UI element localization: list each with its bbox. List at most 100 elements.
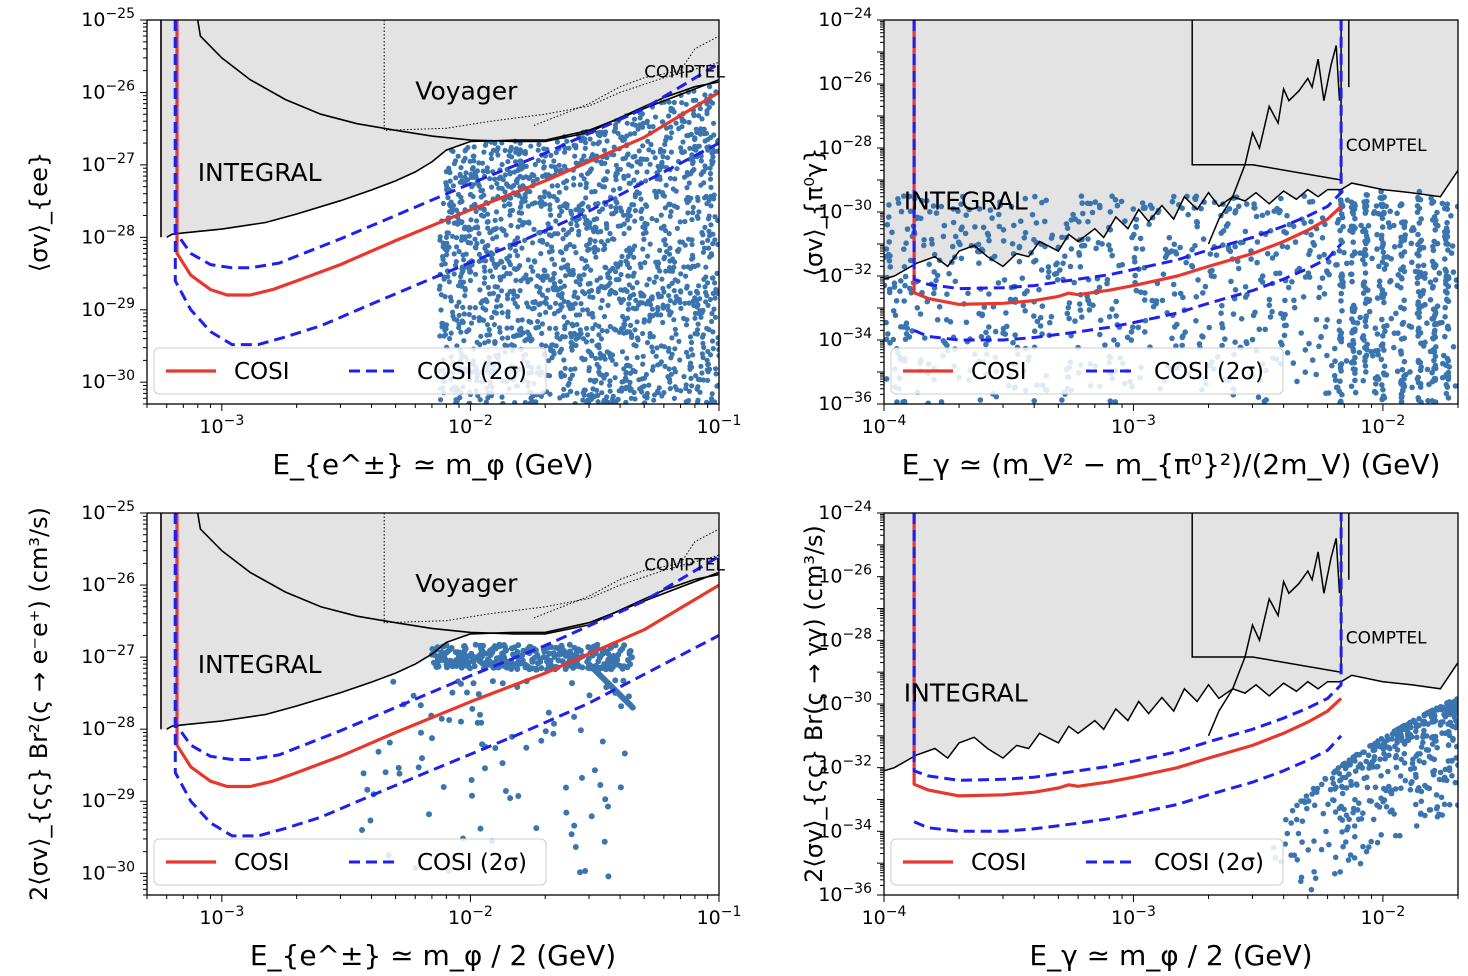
data-point xyxy=(470,153,476,159)
data-point xyxy=(1369,255,1375,262)
data-point xyxy=(587,167,594,173)
data-point xyxy=(1381,254,1387,261)
data-point xyxy=(1340,223,1346,230)
data-point xyxy=(1079,200,1085,206)
data-point xyxy=(1399,738,1406,744)
data-point xyxy=(612,269,619,275)
data-point xyxy=(587,377,593,383)
data-point xyxy=(543,172,549,178)
data-point xyxy=(588,267,594,273)
data-point xyxy=(538,393,544,399)
data-point xyxy=(1316,254,1323,260)
data-point xyxy=(632,153,638,159)
data-point xyxy=(596,332,602,338)
data-point xyxy=(694,386,700,392)
data-point xyxy=(1079,314,1085,320)
data-point xyxy=(1137,235,1144,242)
data-point xyxy=(624,288,630,294)
data-point xyxy=(1354,782,1360,788)
data-point xyxy=(517,288,523,294)
data-point xyxy=(1376,804,1383,810)
data-point xyxy=(686,300,692,306)
data-point xyxy=(708,203,714,209)
data-point xyxy=(545,709,552,716)
data-point xyxy=(415,764,422,771)
data-point xyxy=(599,297,605,303)
data-point xyxy=(1000,227,1007,233)
data-point xyxy=(1332,377,1339,384)
data-point xyxy=(1394,368,1401,375)
data-point xyxy=(1351,328,1358,335)
data-point xyxy=(627,379,633,385)
data-point xyxy=(632,208,639,214)
data-point xyxy=(1251,205,1257,211)
data-point xyxy=(1363,203,1370,209)
data-point xyxy=(464,662,470,669)
data-point xyxy=(682,218,688,225)
data-point xyxy=(1413,801,1419,808)
data-point xyxy=(1193,294,1200,300)
data-point xyxy=(515,658,522,665)
data-point xyxy=(621,750,628,757)
data-point xyxy=(688,346,694,352)
data-point xyxy=(1427,279,1434,286)
data-point xyxy=(1085,218,1091,225)
data-point xyxy=(1309,791,1315,797)
data-point xyxy=(476,658,483,665)
data-point xyxy=(1446,729,1452,735)
data-point xyxy=(1068,217,1075,223)
data-point xyxy=(1333,384,1340,391)
data-point xyxy=(1380,242,1386,248)
data-point xyxy=(1424,320,1430,327)
data-point xyxy=(608,288,614,294)
data-point xyxy=(451,316,457,322)
data-point xyxy=(1414,310,1421,317)
data-point xyxy=(646,382,652,388)
data-point xyxy=(500,177,506,183)
data-point xyxy=(1149,205,1155,211)
data-point xyxy=(638,264,644,270)
data-point xyxy=(1350,239,1356,245)
data-point xyxy=(886,239,892,245)
data-point xyxy=(1451,714,1458,721)
data-point xyxy=(1235,265,1242,272)
data-point xyxy=(1373,764,1380,770)
data-point xyxy=(1302,347,1309,353)
data-point xyxy=(548,347,554,353)
data-point xyxy=(1344,260,1350,267)
data-point xyxy=(701,126,707,132)
data-point xyxy=(1298,330,1304,336)
data-point xyxy=(533,825,540,832)
data-point xyxy=(1236,203,1242,210)
data-point xyxy=(685,354,691,360)
data-point xyxy=(1371,388,1378,395)
data-point xyxy=(984,230,991,237)
data-point xyxy=(1430,199,1437,205)
data-point xyxy=(1445,742,1452,748)
data-point xyxy=(715,382,719,389)
y-tick-label: 10−32 xyxy=(818,262,872,287)
data-point xyxy=(1379,201,1386,208)
data-point xyxy=(619,665,626,672)
data-point xyxy=(473,271,479,277)
data-point xyxy=(547,206,553,212)
data-point xyxy=(632,396,638,402)
data-point xyxy=(1031,328,1038,335)
data-point xyxy=(1437,769,1444,776)
plot-frame xyxy=(146,19,720,405)
data-point xyxy=(1102,342,1108,348)
data-point xyxy=(468,217,474,223)
data-point xyxy=(1381,266,1388,272)
data-point xyxy=(1422,782,1428,789)
data-point xyxy=(569,302,575,308)
data-point xyxy=(607,323,613,330)
data-point xyxy=(587,294,593,300)
data-point xyxy=(713,366,719,372)
data-point xyxy=(1016,244,1023,251)
data-point xyxy=(1392,786,1399,792)
data-point xyxy=(655,312,661,318)
data-point xyxy=(1130,206,1137,212)
data-point xyxy=(934,317,941,323)
data-point xyxy=(1085,297,1092,304)
data-point xyxy=(715,217,719,223)
